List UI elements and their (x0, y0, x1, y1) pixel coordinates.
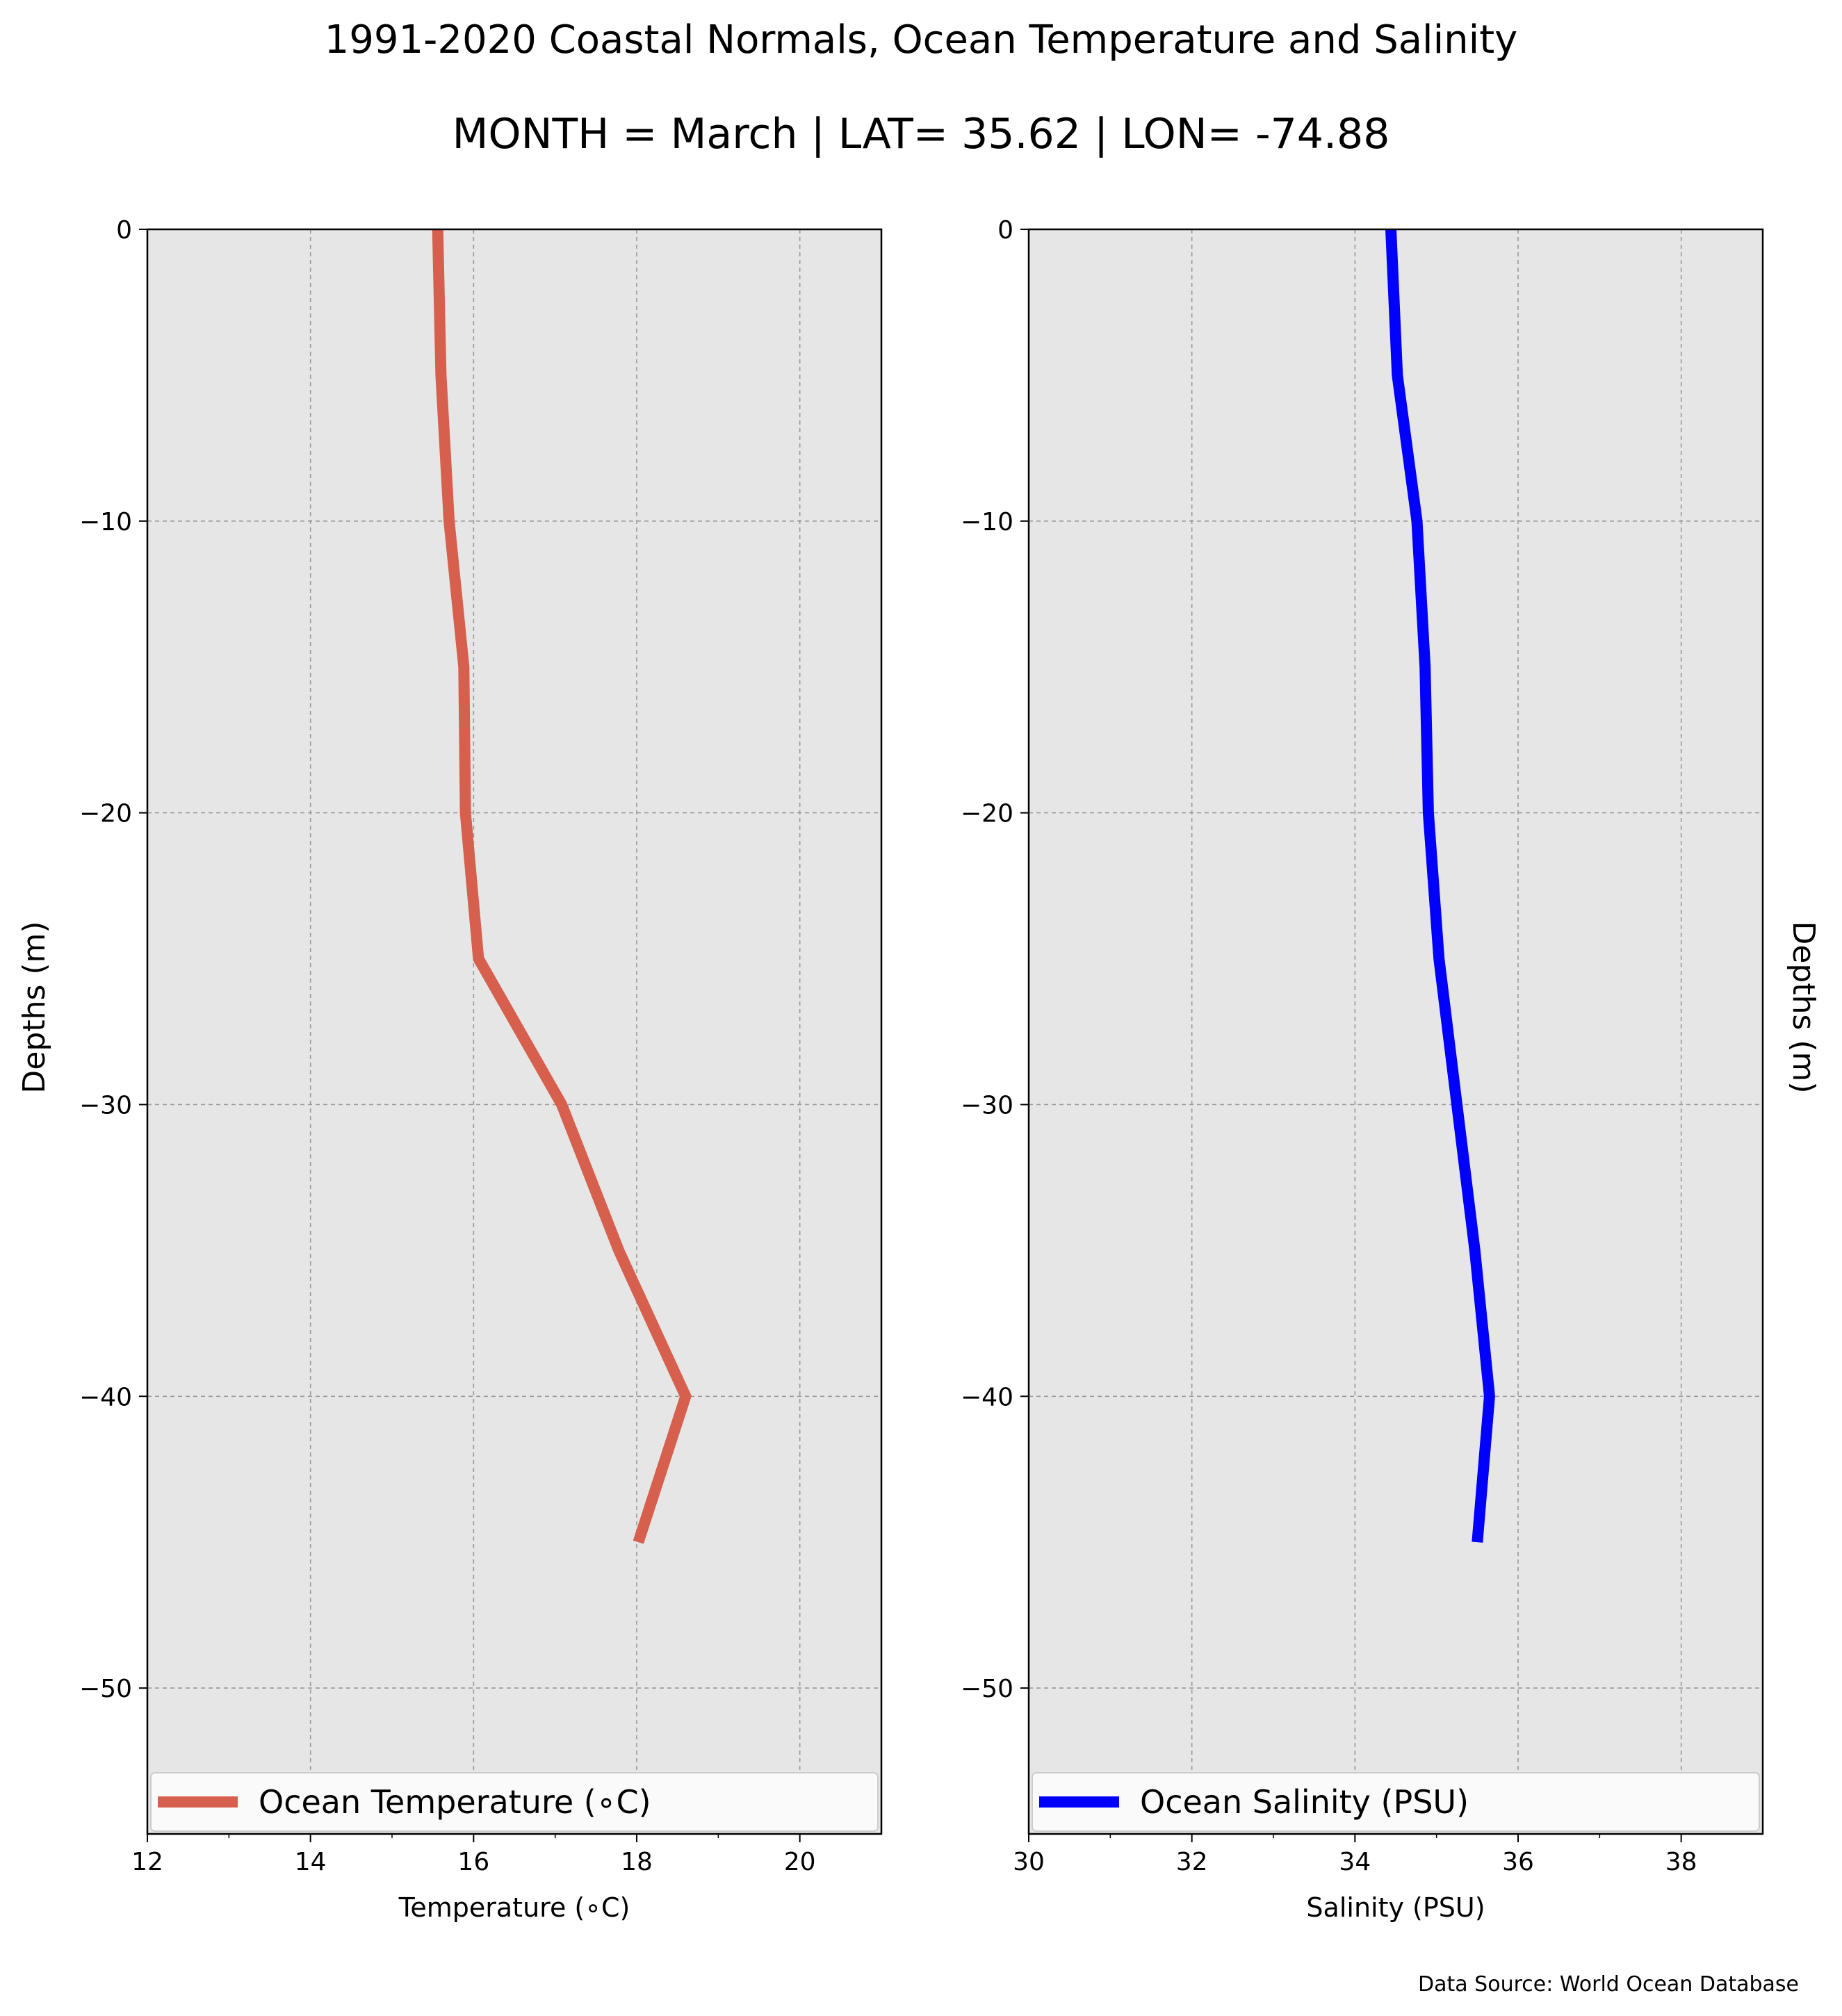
y-tick-label: −30 (961, 1091, 1013, 1120)
axes-frame (146, 228, 883, 1835)
x-tick-label: 12 (131, 1848, 163, 1876)
legend: Ocean Salinity (PSU) (1032, 1772, 1760, 1832)
x-tick-label: 16 (457, 1848, 489, 1876)
y-tick-label: −40 (961, 1383, 1013, 1411)
y-tick-label: −30 (79, 1091, 132, 1120)
y-axis-label: Depths (m) (17, 921, 52, 1093)
axes-frame (1027, 228, 1764, 1835)
chart-panel-1: 12 14 16 18 20 0 −10 −20 −30 −40 −50 Temperature (∘… (17, 216, 883, 1923)
series-line-1 (1385, 229, 1495, 1543)
x-tick-label: 32 (1176, 1848, 1208, 1876)
y-tick-label: −50 (79, 1675, 132, 1703)
y-tick-label: −20 (961, 800, 1013, 828)
y-tick-label: −50 (961, 1675, 1013, 1703)
chart-title: 1991-2020 Coastal Normals, Ocean Tempera… (324, 17, 1518, 63)
y-axis-label: Depths (m) (1786, 921, 1821, 1093)
x-tick-label: 34 (1339, 1848, 1371, 1876)
legend-label: Ocean Salinity (PSU) (1140, 1783, 1469, 1821)
x-tick-label: 18 (621, 1848, 653, 1876)
legend-box (150, 1772, 879, 1832)
x-tick-label: 20 (784, 1848, 816, 1876)
y-tick-label: −40 (79, 1383, 132, 1411)
legend-label: Ocean Temperature (∘C) (259, 1783, 651, 1821)
x-axis-label: Salinity (PSU) (1306, 1892, 1485, 1923)
y-tick-label: −10 (79, 508, 132, 536)
y-tick-label: 0 (116, 216, 132, 245)
x-tick-label: 14 (295, 1848, 327, 1876)
x-tick-label: 38 (1665, 1848, 1697, 1876)
legend: Ocean Temperature (∘C) (150, 1772, 879, 1832)
y-tick-label: 0 (997, 216, 1013, 245)
legend-box (1032, 1772, 1760, 1832)
data-source-note: Data Source: World Ocean Database (1418, 1972, 1799, 1997)
x-axis-label: Temperature (∘C) (398, 1892, 630, 1923)
y-tick-label: −20 (79, 800, 132, 828)
plot-background (1029, 229, 1763, 1834)
chart-subtitle: MONTH = March | LAT= 35.62 | LON= -74.88 (452, 110, 1390, 158)
x-tick-label: 36 (1502, 1848, 1534, 1876)
x-tick-label: 30 (1013, 1848, 1045, 1876)
chart-panel-2: 30 32 34 36 38 0 −10 −20 −30 −40 −50 Salinity (PSU)… (961, 216, 1821, 1923)
y-tick-label: −10 (961, 508, 1013, 536)
series-line-1 (432, 229, 692, 1544)
